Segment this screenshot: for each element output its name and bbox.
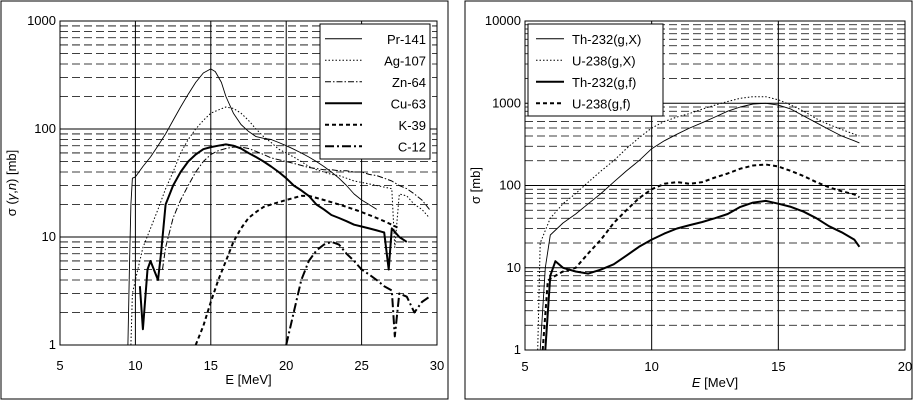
y-tick-label: 1000: [492, 95, 521, 110]
x-tick-label: 10: [644, 359, 658, 374]
chart-right-series: [537, 96, 861, 351]
legend-box: [527, 23, 664, 117]
ylabel-part-gamma: γ: [4, 192, 19, 200]
x-tick-label: 5: [56, 358, 63, 373]
y-tick-label: 1: [49, 337, 56, 352]
x-tick-label: 10: [128, 358, 142, 373]
chart-left-x-axis-label: E [MeV]: [225, 372, 271, 387]
y-tick-label: 10: [507, 260, 521, 275]
series-line-pr-141: [127, 68, 377, 346]
series-line-c-12: [285, 240, 431, 346]
chart-left-y-tick-labels: 1 10 100 1000: [27, 13, 56, 352]
legend-entry: Th-232(g,X): [572, 32, 641, 47]
y-tick-label: 100: [34, 121, 56, 136]
chart-right-x-tick-labels: 5 10 15 20: [521, 359, 912, 374]
chart-right: 1 10 100 1000 10000 5 10 15 20 E [MeV] σ [mb] T…: [464, 0, 913, 400]
chart-left-legend: Pr-141 Ag-107 Zn-64 Cu-63 K-39 C-12: [319, 23, 431, 160]
chart-right-x-axis-label: E [MeV]: [692, 375, 738, 390]
ylabel-part: ) [mb]: [4, 150, 19, 183]
chart-right-legend: Th-232(g,X) U-238(g,X) Th-232(g,f) U-238(g,…: [527, 23, 664, 117]
series-line-th-232-g-f-: [544, 199, 861, 351]
chart-left-plot-area: [59, 20, 438, 346]
chart-right-plot-area: [524, 20, 906, 351]
series-line-k-39: [194, 194, 400, 346]
x-tick-label: 15: [204, 358, 218, 373]
x-tick-label: 25: [354, 358, 368, 373]
chart-left-x-tick-labels: 5 10 15 20 25 30: [56, 358, 444, 373]
legend-entry: Th-232(g,f): [572, 75, 636, 90]
ylabel-part: ,: [4, 190, 19, 194]
y-tick-label: 10000: [485, 13, 521, 28]
series-line-cu-63: [138, 143, 408, 331]
legend-entry: K-39: [399, 118, 426, 133]
xlabel-part-e: E: [692, 375, 701, 390]
x-tick-label: 20: [279, 358, 293, 373]
series-line-th-232-g-x-: [539, 102, 860, 351]
ylabel-part-n: n: [4, 183, 19, 190]
legend-entry: C-12: [398, 139, 426, 154]
x-tick-label: 5: [521, 359, 528, 374]
legend-entry: Zn-64: [392, 75, 426, 90]
y-tick-label: 1: [514, 342, 521, 357]
x-tick-label: 20: [898, 359, 912, 374]
series-line-ag-107: [130, 106, 430, 346]
chart-left-series: [127, 68, 431, 346]
chart-left-y-axis-label: σ (γ,n) [mb]: [4, 150, 19, 217]
y-tick-label: 10: [42, 229, 56, 244]
ylabel-part: σ (: [4, 200, 19, 217]
y-tick-label: 100: [499, 178, 521, 193]
x-tick-label: 30: [430, 358, 444, 373]
series-line-zn-64: [162, 146, 430, 270]
chart-right-y-tick-labels: 1 10 100 1000 10000: [485, 13, 521, 357]
legend-entry: Cu-63: [391, 96, 426, 111]
xlabel-part-unit: [MeV]: [701, 375, 739, 390]
chart-right-y-axis-label: σ [mb]: [468, 167, 483, 204]
chart-left: 1 10 100 1000 5 10 15 20 25 30 E [MeV] σ (γ,n) […: [0, 0, 449, 400]
x-tick-label: 15: [771, 359, 785, 374]
legend-entry: Ag-107: [384, 53, 426, 68]
legend-entry: U-238(g,f): [572, 96, 631, 111]
legend-entry: Pr-141: [387, 32, 426, 47]
y-tick-label: 1000: [27, 13, 56, 28]
legend-entry: U-238(g,X): [572, 53, 636, 68]
legend-box: [319, 23, 431, 160]
